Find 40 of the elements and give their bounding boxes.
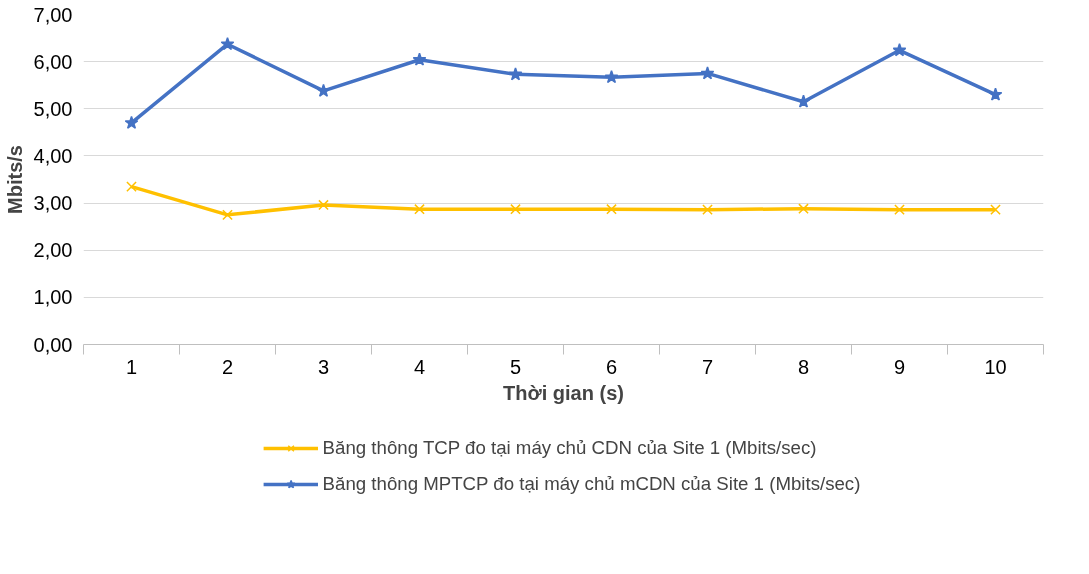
point xyxy=(414,203,425,215)
point xyxy=(508,67,523,81)
x-tick-label: 4 xyxy=(413,355,426,378)
y-tick-label: 4,00 xyxy=(33,144,73,167)
y-tick-label: 1,00 xyxy=(33,286,73,309)
point xyxy=(318,199,329,211)
point xyxy=(604,69,619,84)
y-tick-label: 7,00 xyxy=(33,3,73,26)
x-tick-label: 1 xyxy=(125,355,138,378)
point xyxy=(222,209,233,221)
point xyxy=(412,52,427,66)
point xyxy=(606,203,617,215)
x-tick-label: 2 xyxy=(221,355,234,378)
point xyxy=(700,66,715,80)
x-tick-label: 9 xyxy=(893,355,906,378)
x-tick-label: 8 xyxy=(797,355,810,378)
x-tick-label: 5 xyxy=(509,355,522,378)
point xyxy=(894,204,905,216)
y-axis-title: Mbits/s xyxy=(3,145,26,214)
y-tick-label: 5,00 xyxy=(33,97,73,120)
y-tick-label: 2,00 xyxy=(33,239,73,262)
x-axis-title: Thời gian (s) xyxy=(503,381,624,404)
x-tick-label: 7 xyxy=(701,355,714,378)
point xyxy=(510,203,521,215)
y-tick-label: 6,00 xyxy=(33,50,73,73)
y-tick-label: 0,00 xyxy=(33,333,73,356)
point xyxy=(126,181,137,192)
legend-label: Băng thông TCP đo tại máy chủ CDN của Site 1 (Mbits/sec) xyxy=(322,437,817,459)
x-tick-label: 6 xyxy=(605,355,618,378)
point xyxy=(220,36,235,51)
legend-label: Băng thông MPTCP đo tại máy chủ mCDN của Site 1 (Mbits/sec) xyxy=(322,473,861,495)
y-tick-label: 3,00 xyxy=(33,192,73,215)
point xyxy=(990,204,1001,216)
point xyxy=(124,115,139,129)
x-tick-label: 10 xyxy=(984,355,1007,378)
point xyxy=(798,203,809,215)
point xyxy=(892,43,907,57)
point xyxy=(702,204,713,216)
point xyxy=(988,87,1003,101)
x-tick-label: 3 xyxy=(317,355,330,378)
